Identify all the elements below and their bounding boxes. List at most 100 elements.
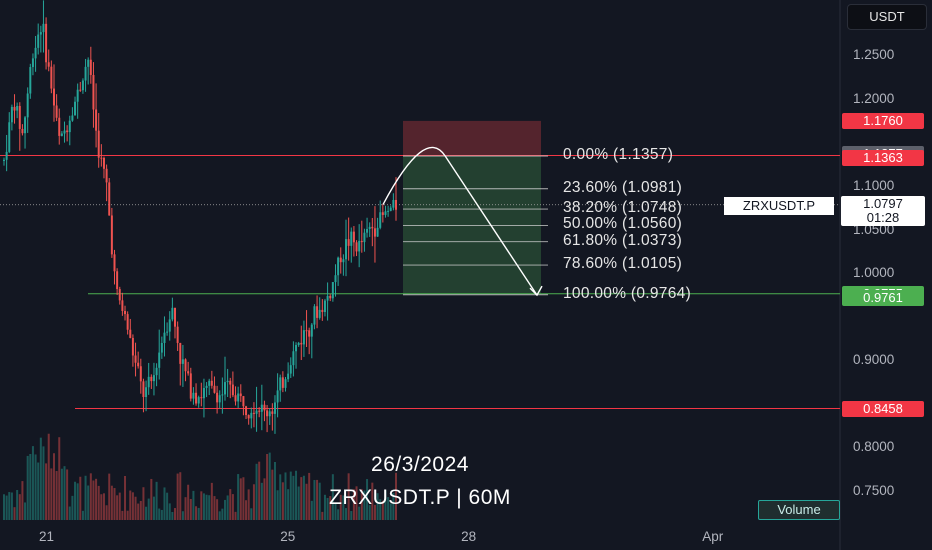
candle-body <box>276 390 279 403</box>
candle-body <box>58 117 61 136</box>
candle-body <box>100 157 103 159</box>
candle-body <box>108 182 111 216</box>
price-tag: 1.1363 <box>842 150 924 167</box>
candle-body <box>237 393 240 402</box>
volume-bar <box>124 475 127 520</box>
volume-bar <box>158 508 161 520</box>
arrow-head-icon <box>529 285 543 297</box>
candle-body <box>24 117 27 134</box>
volume-bar <box>318 482 321 520</box>
candle-body <box>321 309 324 313</box>
volume-bar <box>313 480 316 520</box>
candle-body <box>239 393 242 397</box>
candle-body <box>358 240 361 252</box>
candle-body <box>187 371 190 374</box>
candle-body <box>145 387 148 398</box>
volume-bar <box>279 474 282 520</box>
candle-body <box>134 355 137 363</box>
candle-body <box>263 404 266 411</box>
candle-body <box>208 380 211 386</box>
volume-bar <box>200 491 203 520</box>
volume-bar <box>289 471 292 520</box>
candle-body <box>124 310 127 315</box>
candle-body <box>31 58 34 68</box>
volume-bar <box>189 498 192 520</box>
volume-bar <box>263 478 266 520</box>
candle-body <box>221 394 224 396</box>
volume-bar <box>163 487 166 520</box>
candle-body <box>205 385 208 388</box>
volume-bar <box>205 494 208 520</box>
volume-bar <box>258 461 261 520</box>
candle-body <box>376 227 379 237</box>
volume-bar <box>252 484 255 520</box>
x-tick: 28 <box>461 529 477 544</box>
candle-body <box>118 289 121 301</box>
fib-level-label: 0.00% (1.1357) <box>563 146 674 163</box>
candle-body <box>74 101 77 116</box>
volume-bar <box>342 495 345 520</box>
volume-bar <box>239 478 242 520</box>
candle-body <box>308 330 311 337</box>
volume-bar <box>355 486 358 520</box>
x-tick: 21 <box>39 529 55 544</box>
candle-body <box>66 130 69 133</box>
candle-body <box>68 120 71 133</box>
candle-body <box>37 34 40 48</box>
volume-bar <box>116 495 119 520</box>
volume-bar <box>87 485 90 520</box>
volume-bar <box>152 496 155 520</box>
candle-body <box>97 130 100 158</box>
volume-bar <box>24 502 27 520</box>
volume-bar <box>45 463 48 520</box>
candle-body <box>16 105 19 111</box>
volume-bar <box>284 472 287 520</box>
volume-bar <box>231 494 234 520</box>
projection-arrow <box>382 146 538 296</box>
candle-body <box>245 406 248 416</box>
candle-body <box>331 282 334 299</box>
candle-body <box>389 207 392 211</box>
y-tick: 0.7500 <box>853 482 895 498</box>
volume-bar <box>100 494 103 520</box>
fib-level-label: 38.20% (1.0748) <box>563 199 683 217</box>
candle-body <box>5 151 8 160</box>
volume-bar <box>79 476 82 520</box>
caption-date: 26/3/2024 <box>371 453 469 476</box>
fib-level-label: 23.60% (1.0981) <box>563 178 683 196</box>
volume-indicator-label[interactable]: Volume <box>758 500 840 520</box>
candle-body <box>202 387 205 399</box>
candle-body <box>271 411 274 414</box>
volume-bar <box>229 489 232 520</box>
x-tick: Apr <box>702 529 724 544</box>
volume-bar <box>337 509 340 520</box>
volume-bar <box>47 433 50 520</box>
candle-body <box>313 306 316 325</box>
volume-bar <box>237 474 240 520</box>
volume-bar <box>331 474 334 520</box>
candle-body <box>45 23 48 63</box>
candle-body <box>42 23 45 33</box>
candle-body <box>316 306 319 318</box>
volume-bar <box>81 510 84 520</box>
fib-level-label: 100.00% (0.9764) <box>563 284 692 302</box>
volume-bar <box>63 466 66 520</box>
volume-bar <box>39 437 42 520</box>
currency-selector[interactable]: USDT <box>847 4 927 30</box>
candle-body <box>381 212 384 215</box>
candle-body <box>21 128 24 134</box>
candle-body <box>279 377 282 391</box>
candle-body <box>300 342 303 345</box>
candle-body <box>223 382 226 395</box>
candle-body <box>150 376 153 382</box>
candle-body <box>384 211 387 215</box>
candle-body <box>213 385 216 393</box>
candle-body <box>192 392 195 399</box>
volume-bar <box>142 487 145 520</box>
volume-bar <box>295 470 298 520</box>
volume-bar <box>392 492 395 520</box>
volume-bar <box>176 473 179 520</box>
candle-body <box>260 404 263 412</box>
